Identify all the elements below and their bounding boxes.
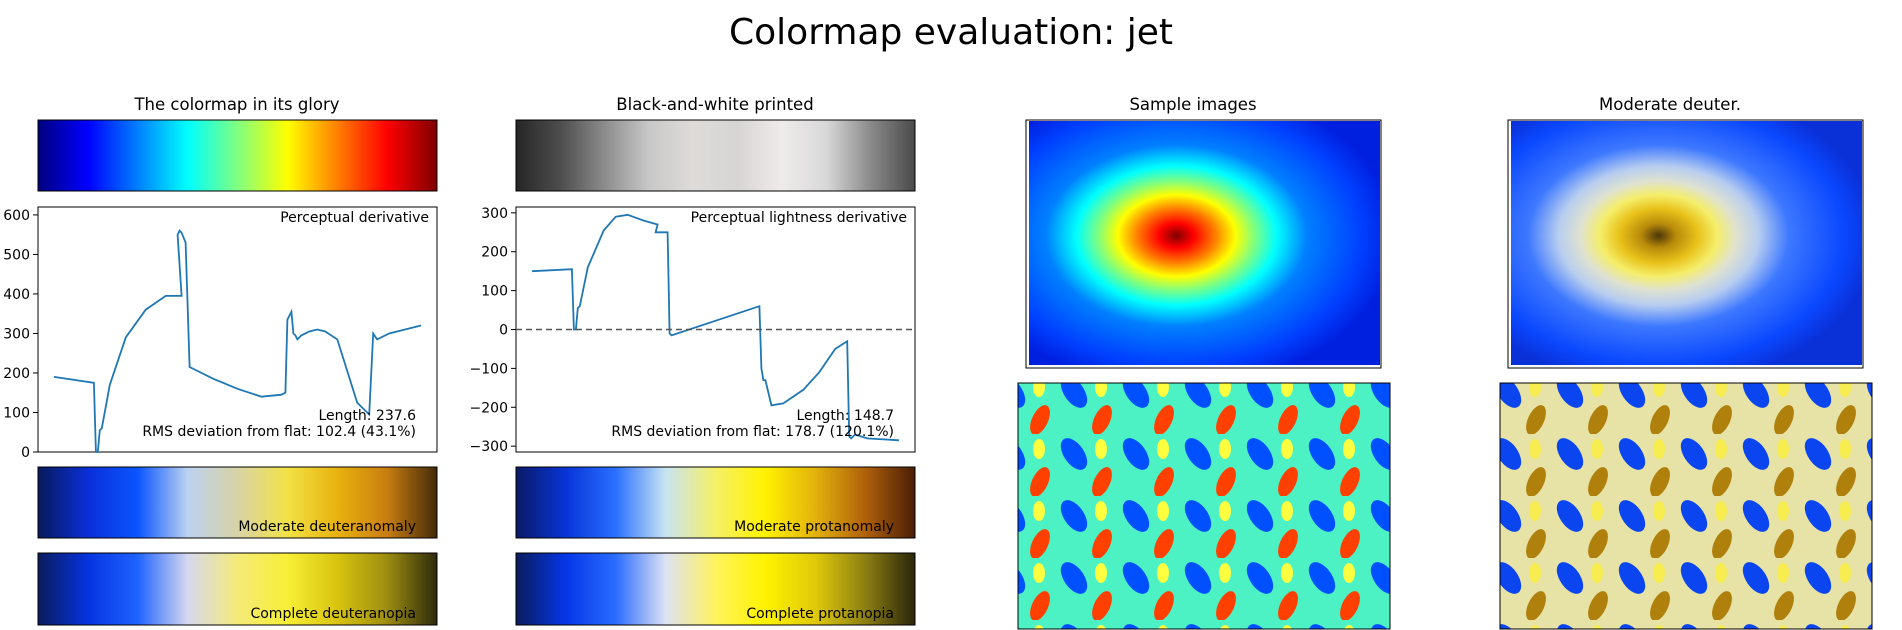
bw-colormap-bar (515, 119, 916, 192)
rms-annotation: RMS deviation from flat: 178.7 (120.1%) (611, 424, 894, 440)
sample-image-waves-deuter (1499, 382, 1873, 630)
moderate-deuter-title: Moderate deuter. (1599, 95, 1741, 114)
y-tick-label: 0 (21, 445, 30, 461)
lightness-derivative-annotation: Perceptual lightness derivative (691, 210, 907, 226)
derivative-series-line (53, 229, 422, 453)
protanopia-label: Complete protanopia (746, 606, 894, 622)
y-tick-label: 300 (3, 326, 30, 342)
y-tick-label: 0 (499, 323, 508, 339)
rms-annotation: RMS deviation from flat: 102.4 (43.1%) (142, 424, 416, 440)
protanomaly-label: Moderate protanomaly (734, 519, 894, 535)
deuteranomaly-bar (37, 466, 438, 539)
y-tick-label: 300 (481, 206, 508, 222)
y-tick-label: 400 (3, 287, 30, 303)
deuteranomaly-label: Moderate deuteranomaly (238, 519, 416, 535)
deuteranopia-label: Complete deuteranopia (250, 606, 416, 622)
protanomaly-bar (515, 466, 916, 539)
y-tick-label: 100 (3, 405, 30, 421)
y-tick-label: 500 (3, 247, 30, 263)
length-annotation: Length: 237.6 (318, 408, 416, 424)
y-tick-label: −300 (470, 439, 508, 455)
y-tick-label: 100 (481, 284, 508, 300)
lightness-derivative-chart: Perceptual lightness derivative Length: … (470, 206, 916, 455)
perceptual-derivative-annotation: Perceptual derivative (280, 210, 429, 226)
sample-image-topography-deuter (1507, 119, 1864, 369)
y-tick-label: −200 (470, 400, 508, 416)
sample-images-title: Sample images (1129, 95, 1256, 114)
waves-deuter-image (1499, 382, 1873, 630)
topography-deuter-image (1511, 121, 1862, 365)
sample-image-topography-jet (1025, 119, 1382, 369)
derivative-series-line (531, 213, 900, 442)
colormap-bar (37, 119, 438, 192)
figure-title: Colormap evaluation: jet (729, 12, 1173, 53)
topography-image (1029, 121, 1380, 365)
bw-panel-title: Black-and-white printed (616, 95, 813, 114)
length-annotation: Length: 148.7 (796, 408, 894, 424)
waves-image (1017, 382, 1391, 630)
y-tick-label: 200 (481, 245, 508, 261)
y-tick-label: −100 (470, 361, 508, 377)
sample-image-waves-jet (1017, 382, 1391, 630)
colormap-panel-title: The colormap in its glory (133, 95, 339, 114)
deuteranopia-bar (37, 552, 438, 626)
protanopia-bar (515, 552, 916, 626)
y-tick-label: 600 (3, 208, 30, 224)
perceptual-derivative-chart: Perceptual derivative Length: 237.6 RMS … (3, 206, 438, 461)
y-tick-label: 200 (3, 366, 30, 382)
